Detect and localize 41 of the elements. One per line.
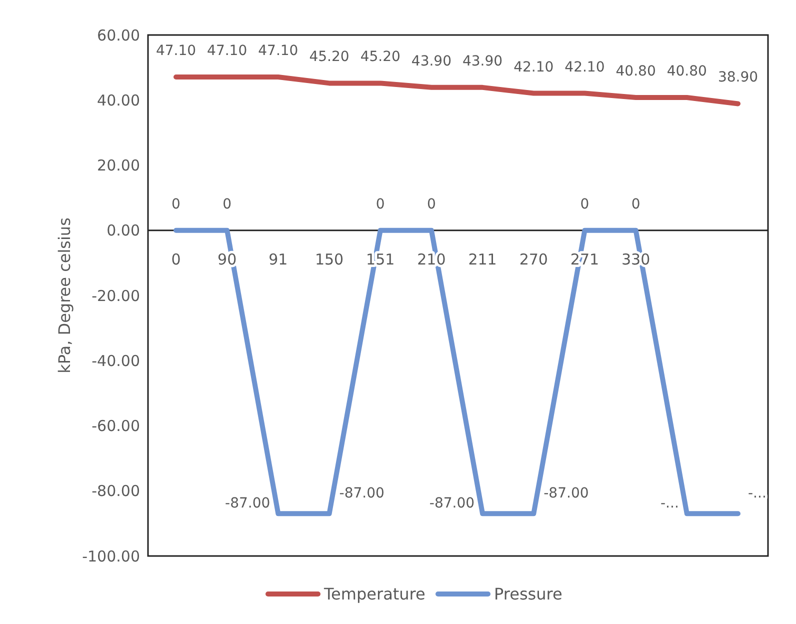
data-label: 47.10 [207,43,248,60]
y-tick-label: 0.00 [106,222,140,240]
data-label: 0 [631,196,640,212]
data-label: 40.80 [616,64,656,80]
data-label: -87.00 [429,496,475,512]
data-label: 47.10 [258,43,298,60]
x-tick-label: 270 [519,250,548,268]
y-tick-label: -40.00 [92,352,140,370]
data-label: 0 [426,196,436,212]
x-tick-label: 0 [171,250,181,268]
data-label: -... [748,486,766,502]
y-tick-label: -60.00 [92,417,140,435]
legend-label: Temperature [323,584,426,604]
data-label: 0 [172,196,180,212]
y-tick-label: 60.00 [97,26,140,44]
data-label: 0 [222,196,232,212]
y-tick-label: -20.00 [92,286,140,305]
data-label: 0 [376,196,385,212]
x-tick-label: 150 [314,250,344,268]
y-axis-title: kPa, Degree celsius [55,218,74,374]
y-tick-label: 20.00 [97,156,140,174]
y-tick-label: -100.00 [82,547,140,566]
legend-label: Pressure [494,584,562,604]
data-label: 47.10 [156,43,196,60]
data-label: -87.00 [544,486,589,502]
data-label: 42.10 [514,59,554,76]
data-label: 43.90 [462,53,503,70]
x-tick-label: 211 [468,250,497,268]
x-tick-label: 91 [268,250,288,268]
data-label: 38.90 [718,70,758,86]
data-label: 43.90 [411,53,452,70]
data-label: 42.10 [564,59,605,76]
data-label: 0 [580,196,590,212]
data-label: 40.80 [666,64,707,80]
data-label: -... [660,496,679,512]
data-label: 45.20 [309,49,350,66]
data-label: -87.00 [225,496,270,512]
y-tick-label: 40.00 [97,91,140,110]
y-tick-label: -80.00 [92,482,140,500]
data-label: 45.20 [360,49,400,66]
data-label: -87.00 [339,486,384,502]
